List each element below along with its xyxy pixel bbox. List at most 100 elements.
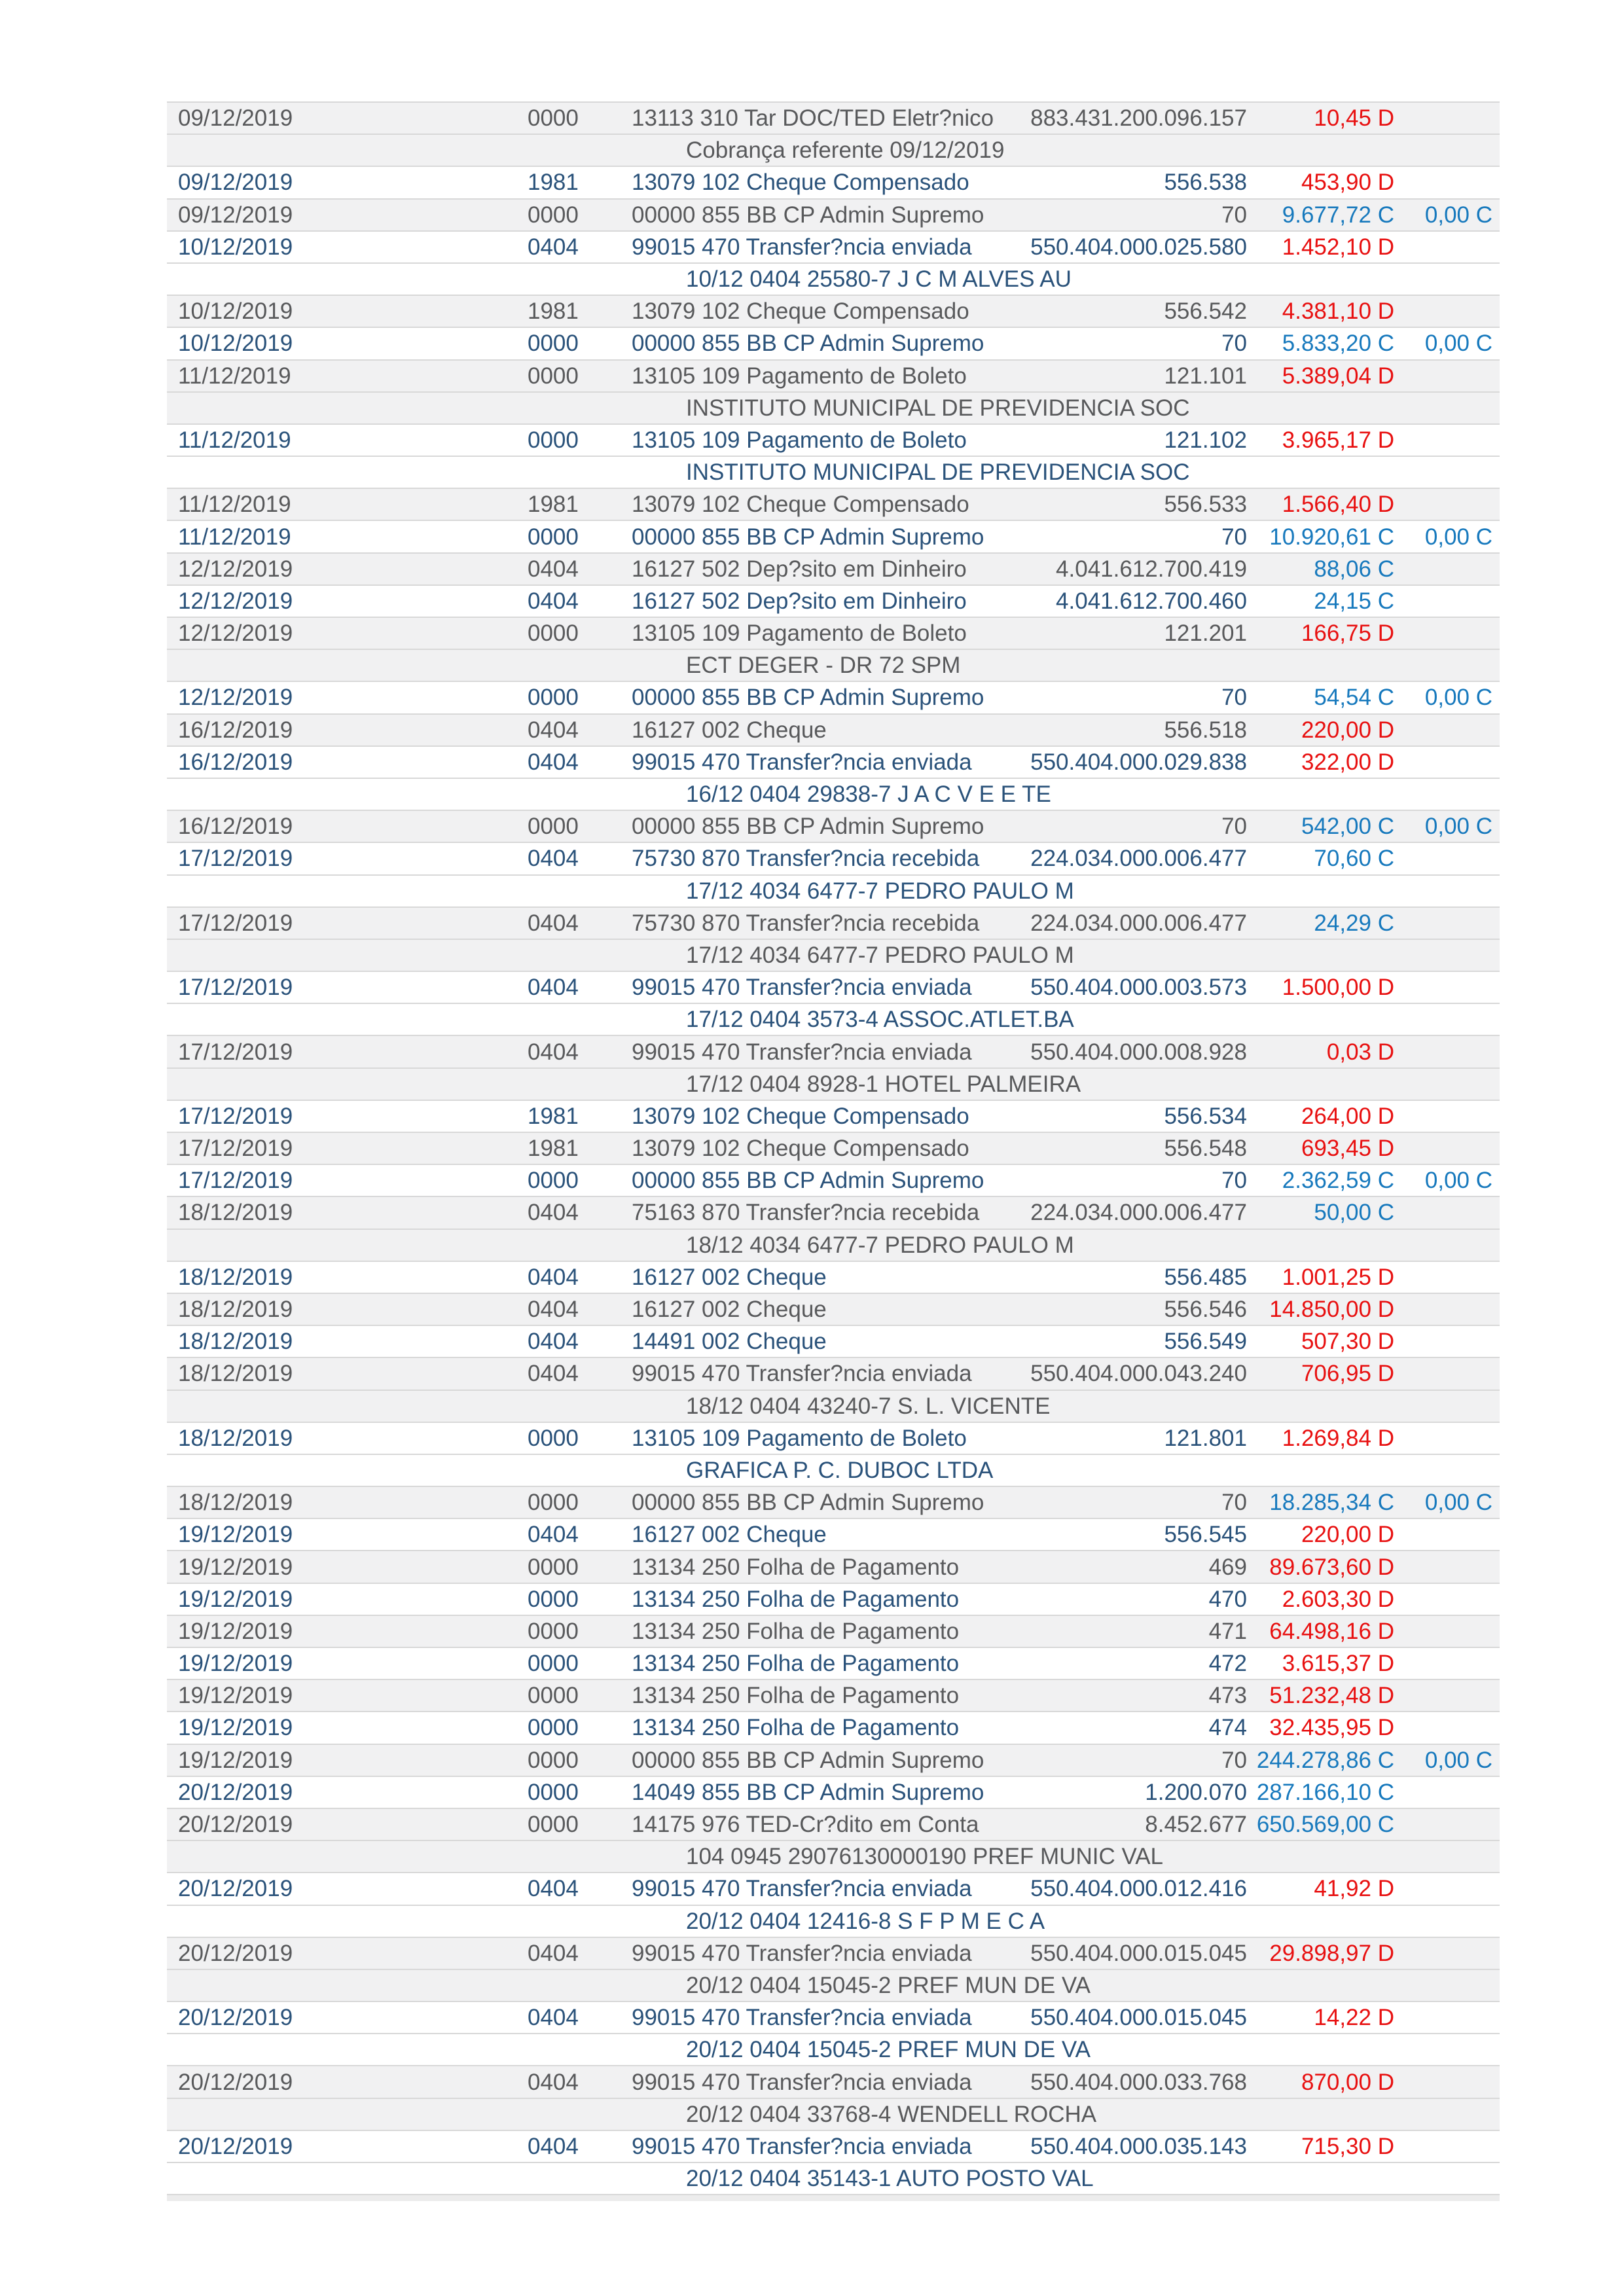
date-cell: 19/12/2019: [178, 1522, 293, 1548]
agency-cell: 0404: [528, 2005, 579, 2031]
detail-row: 18/12 4034 6477-7 PEDRO PAULO M: [167, 1228, 1500, 1261]
agency-cell: 0000: [528, 1586, 579, 1612]
detail-text: Cobrança referente 09/12/2019: [686, 137, 1005, 164]
transaction-row: 16/12/2019 0000 00000 855 BB CP Admin Su…: [167, 810, 1500, 842]
date-cell: 16/12/2019: [178, 749, 293, 775]
date-cell: 10/12/2019: [178, 234, 293, 260]
document-number-cell: 121.101: [1164, 363, 1247, 389]
value-cell: 10.920,61 C: [1269, 524, 1394, 550]
description-cell: 99015 470 Transfer?ncia enviada: [632, 234, 972, 260]
value-cell: 244.278,86 C: [1256, 1747, 1394, 1773]
transaction-row: 09/12/2019 0000 13113 310 Tar DOC/TED El…: [167, 101, 1500, 134]
agency-cell: 0000: [528, 363, 579, 389]
date-cell: 17/12/2019: [178, 1168, 293, 1194]
description-cell: 00000 855 BB CP Admin Supremo: [632, 1490, 984, 1516]
transaction-row: 20/12/2019 0000 14049 855 BB CP Admin Su…: [167, 1775, 1500, 1808]
date-cell: 18/12/2019: [178, 1329, 293, 1355]
detail-row: 20/12 0404 33768-4 WENDELL ROCHA: [167, 2097, 1500, 2130]
description-cell: 00000 855 BB CP Admin Supremo: [632, 1747, 984, 1773]
detail-row: 17/12 4034 6477-7 PEDRO PAULO M: [167, 874, 1500, 906]
transaction-row: 20/12/2019 0404 99015 470 Transfer?ncia …: [167, 2001, 1500, 2034]
document-number-cell: 550.404.000.035.143: [1030, 2133, 1247, 2159]
date-cell: 09/12/2019: [178, 202, 293, 228]
value-cell: 2.603,30 D: [1282, 1586, 1394, 1612]
detail-row: 16/12 0404 29838-7 J A C V E E TE: [167, 777, 1500, 810]
detail-text: 17/12 4034 6477-7 PEDRO PAULO M: [686, 878, 1074, 904]
document-number-cell: 550.404.000.012.416: [1030, 1876, 1247, 1902]
agency-cell: 0000: [528, 427, 579, 453]
date-cell: 17/12/2019: [178, 1136, 293, 1162]
document-number-cell: 556.545: [1164, 1522, 1247, 1548]
value-cell: 220,00 D: [1301, 717, 1394, 743]
transaction-row: 16/12/2019 0404 99015 470 Transfer?ncia …: [167, 745, 1500, 778]
document-number-cell: 556.485: [1164, 1264, 1247, 1290]
document-number-cell: 471: [1208, 1618, 1247, 1644]
detail-text: GRAFICA P. C. DUBOC LTDA: [686, 1457, 994, 1483]
description-cell: 75730 870 Transfer?ncia recebida: [632, 910, 980, 936]
agency-cell: 0000: [528, 1747, 579, 1773]
detail-text: 10/12 0404 25580-7 J C M ALVES AU: [686, 266, 1072, 293]
date-cell: 19/12/2019: [178, 1618, 293, 1644]
agency-cell: 0404: [528, 910, 579, 936]
value-cell: 453,90 D: [1301, 170, 1394, 196]
value-cell: 220,00 D: [1301, 1522, 1394, 1548]
date-cell: 17/12/2019: [178, 910, 293, 936]
description-cell: 75163 870 Transfer?ncia recebida: [632, 1200, 980, 1226]
value-cell: 870,00 D: [1301, 2069, 1394, 2095]
transaction-row: 19/12/2019 0000 00000 855 BB CP Admin Su…: [167, 1743, 1500, 1776]
agency-cell: 0000: [528, 331, 579, 357]
date-cell: 16/12/2019: [178, 814, 293, 840]
value-cell: 1.452,10 D: [1282, 234, 1394, 260]
detail-text: ECT DEGER - DR 72 SPM: [686, 653, 961, 679]
detail-text: 20/12 0404 15045-2 PREF MUN DE VA: [686, 1972, 1091, 1998]
balance-cell: 0,00 C: [1424, 1490, 1492, 1516]
value-cell: 64.498,16 D: [1269, 1618, 1394, 1644]
value-cell: 715,30 D: [1301, 2133, 1394, 2159]
document-number-cell: 556.538: [1164, 170, 1247, 196]
description-cell: 13134 250 Folha de Pagamento: [632, 1683, 960, 1709]
agency-cell: 0404: [528, 1297, 579, 1323]
transaction-row: 17/12/2019 0404 75730 870 Transfer?ncia …: [167, 842, 1500, 874]
document-number-cell: 224.034.000.006.477: [1030, 910, 1247, 936]
value-cell: 2.362,59 C: [1282, 1168, 1394, 1194]
document-number-cell: 70: [1221, 814, 1247, 840]
date-cell: 10/12/2019: [178, 298, 293, 325]
date-cell: 09/12/2019: [178, 105, 293, 132]
value-cell: 1.269,84 D: [1282, 1425, 1394, 1451]
detail-row: 20/12 0404 35143-1 AUTO POSTO VAL: [167, 2162, 1500, 2195]
agency-cell: 0404: [528, 1876, 579, 1902]
agency-cell: 0000: [528, 1490, 579, 1516]
transaction-row: 20/12/2019 0404 99015 470 Transfer?ncia …: [167, 1936, 1500, 1969]
document-number-cell: 472: [1208, 1651, 1247, 1677]
description-cell: 13079 102 Cheque Compensado: [632, 1136, 969, 1162]
document-number-cell: 1.200.070: [1145, 1779, 1247, 1805]
description-cell: 13134 250 Folha de Pagamento: [632, 1651, 960, 1677]
date-cell: 18/12/2019: [178, 1297, 293, 1323]
agency-cell: 0404: [528, 2133, 579, 2159]
transaction-row: 12/12/2019 0000 00000 855 BB CP Admin Su…: [167, 681, 1500, 713]
transaction-row: 11/12/2019 1981 13079 102 Cheque Compens…: [167, 488, 1500, 520]
transaction-row: 18/12/2019 0000 00000 855 BB CP Admin Su…: [167, 1486, 1500, 1518]
description-cell: 00000 855 BB CP Admin Supremo: [632, 814, 984, 840]
detail-row: 20/12 0404 15045-2 PREF MUN DE VA: [167, 2033, 1500, 2066]
value-cell: 88,06 C: [1314, 556, 1394, 582]
balance-cell: 0,00 C: [1424, 1168, 1492, 1194]
description-cell: 99015 470 Transfer?ncia enviada: [632, 1039, 972, 1065]
transaction-row: 18/12/2019 0404 14491 002 Cheque 556.549…: [167, 1325, 1500, 1357]
detail-row: 10/12 0404 25580-7 J C M ALVES AU: [167, 262, 1500, 295]
document-number-cell: 121.102: [1164, 427, 1247, 453]
date-cell: 20/12/2019: [178, 1876, 293, 1902]
detail-text: 17/12 0404 3573-4 ASSOC.ATLET.BA: [686, 1007, 1074, 1033]
transaction-row: 17/12/2019 0000 00000 855 BB CP Admin Su…: [167, 1164, 1500, 1196]
value-cell: 70,60 C: [1314, 846, 1394, 872]
agency-cell: 0000: [528, 1554, 579, 1580]
balance-cell: 0,00 C: [1424, 1747, 1492, 1773]
agency-cell: 0000: [528, 105, 579, 132]
value-cell: 10,45 D: [1314, 105, 1394, 132]
value-cell: 322,00 D: [1301, 749, 1394, 775]
description-cell: 13105 109 Pagamento de Boleto: [632, 1425, 967, 1451]
detail-text: 16/12 0404 29838-7 J A C V E E TE: [686, 781, 1051, 808]
document-number-cell: 470: [1208, 1586, 1247, 1612]
agency-cell: 1981: [528, 1103, 579, 1129]
